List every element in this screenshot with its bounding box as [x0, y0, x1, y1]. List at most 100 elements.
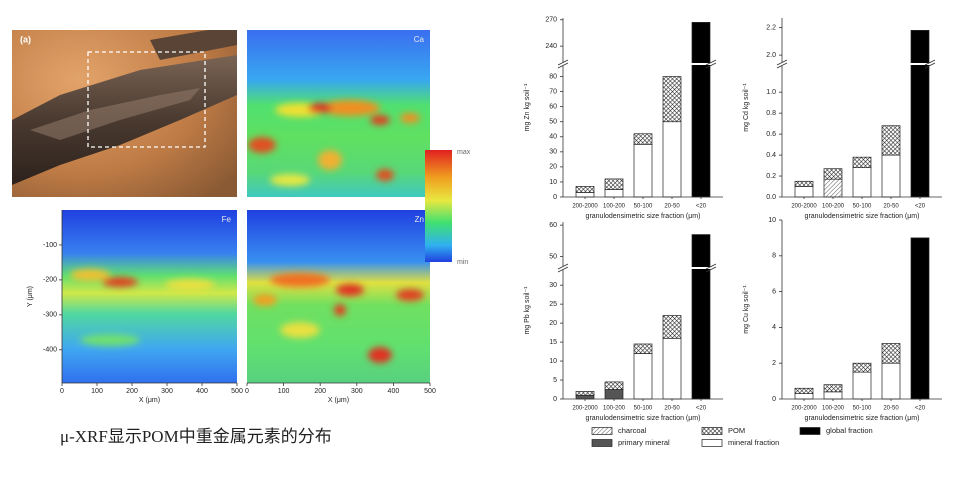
x-axis-label: granulodensimetric size fraction (μm) — [805, 213, 920, 220]
y-tick-label: 5 — [553, 377, 557, 384]
x-tick-label: 200 — [126, 388, 138, 395]
bar-segment — [575, 391, 595, 396]
y-tick-label: 20 — [549, 164, 557, 171]
bar-segment — [910, 237, 930, 400]
y-tick-label: 2.2 — [766, 24, 776, 31]
caption: μ-XRF显示POM中重金属元素的分布 — [60, 427, 332, 446]
axis-break-mark — [705, 62, 717, 69]
bar-segment — [823, 391, 843, 400]
y-tick-label: 30 — [549, 282, 557, 289]
y-tick-label: 6 — [772, 288, 776, 295]
axis-break-mark — [776, 59, 788, 66]
bar-segment — [881, 343, 901, 364]
x-tick-label: 500 — [231, 388, 243, 395]
y-tick-label: 2.0 — [766, 52, 776, 59]
y-tick-label: 50 — [549, 253, 557, 260]
y-tick-label: 0.4 — [766, 152, 776, 159]
y-tick-label: -300 — [43, 312, 57, 319]
bar-segment — [633, 353, 653, 400]
x-tick-label: 400 — [388, 388, 400, 395]
bar-segment — [823, 384, 843, 393]
y-tick-label: 8 — [772, 253, 776, 260]
x-tick-label: <20 — [915, 204, 926, 210]
x-tick-label: 300 — [351, 388, 363, 395]
bar-segment — [794, 393, 814, 400]
bar-segment — [633, 133, 653, 145]
x-tick-label: 200 — [314, 388, 326, 395]
x-axis-label: granulodensimetric size fraction (μm) — [586, 415, 701, 422]
heatmap-zn — [247, 210, 430, 383]
bar-segment — [823, 178, 843, 198]
axis-break-mark — [557, 62, 569, 69]
x-tick-label: <20 — [696, 406, 707, 412]
x-tick-label: 200-2000 — [572, 204, 598, 210]
y-tick-label: 30 — [549, 149, 557, 156]
x-tick-label: 200-2000 — [791, 406, 817, 412]
x-tick-label: 100-200 — [603, 204, 626, 210]
x-axis-label: granulodensimetric size fraction (μm) — [805, 415, 920, 422]
x-axis-label: granulodensimetric size fraction (μm) — [586, 213, 701, 220]
x-tick-label: 50-100 — [853, 204, 872, 210]
axis-break-gap — [822, 63, 942, 65]
y-tick-label: 2 — [772, 360, 776, 367]
legend-swatch — [591, 439, 613, 447]
heatmap-fe — [62, 210, 237, 383]
y-axis-label: mg Zn kg soil⁻¹ — [524, 83, 531, 131]
x-tick-label: 0 — [60, 388, 64, 395]
y-tick-label: 50 — [549, 119, 557, 126]
colorbar-min: min — [457, 259, 468, 266]
x-tick-label: 100-200 — [603, 406, 626, 412]
x-tick-label: <20 — [915, 406, 926, 412]
bar-segment — [604, 389, 624, 400]
legend-label: mineral fraction — [728, 438, 779, 447]
legend-label: charcoal — [618, 426, 647, 435]
legend-label: POM — [728, 426, 745, 435]
x-tick-label: 0 — [245, 388, 249, 395]
y-tick-label: -200 — [43, 277, 57, 284]
bar-segment — [852, 156, 872, 169]
bar-segment — [604, 178, 624, 190]
y-axis-label: mg Pb kg soil⁻¹ — [524, 286, 531, 335]
map-element-label: Ca — [414, 35, 425, 44]
bar-segment — [794, 186, 814, 198]
bar-segment — [633, 343, 653, 354]
y-axis-label: Y (μm) — [27, 286, 34, 307]
axis-break-gap — [603, 63, 723, 65]
x-tick-label: <20 — [696, 204, 707, 210]
axis-break-mark — [924, 59, 936, 66]
axis-break-mark — [924, 62, 936, 69]
y-tick-label: 4 — [772, 324, 776, 331]
bar-segment — [794, 387, 814, 394]
y-tick-label: 80 — [549, 73, 557, 80]
axis-break-mark — [557, 266, 569, 273]
y-tick-label: 0 — [553, 396, 557, 403]
x-tick-label: 20-50 — [883, 406, 899, 412]
panel-label: (a) — [20, 34, 31, 44]
x-tick-label: 100 — [91, 388, 103, 395]
bar-segment — [852, 371, 872, 400]
bar-segment — [633, 143, 653, 198]
bar-segment — [881, 362, 901, 400]
y-tick-label: -400 — [43, 347, 57, 354]
y-tick-label: 0.8 — [766, 110, 776, 117]
y-tick-label: 0.0 — [766, 194, 776, 201]
y-tick-label: 10 — [768, 217, 776, 224]
bar-segment — [662, 337, 682, 400]
x-tick-label: 20-50 — [664, 204, 680, 210]
x-tick-label: 400 — [196, 388, 208, 395]
x-axis-label: X (μm) — [139, 397, 160, 404]
x-tick-label: 100-200 — [822, 406, 845, 412]
y-tick-label: 40 — [549, 134, 557, 141]
axis-break-mark — [705, 266, 717, 273]
legend-swatch — [701, 439, 723, 447]
x-tick-label: 20-50 — [664, 406, 680, 412]
legend-swatch — [799, 427, 821, 435]
x-axis-label: X (μm) — [328, 397, 349, 404]
x-tick-label: 100-200 — [822, 204, 845, 210]
y-tick-label: 70 — [549, 88, 557, 95]
x-tick-label: 500 — [424, 388, 436, 395]
x-tick-label: 200-2000 — [791, 204, 817, 210]
bar-segment — [881, 154, 901, 198]
bar-segment — [691, 22, 711, 198]
